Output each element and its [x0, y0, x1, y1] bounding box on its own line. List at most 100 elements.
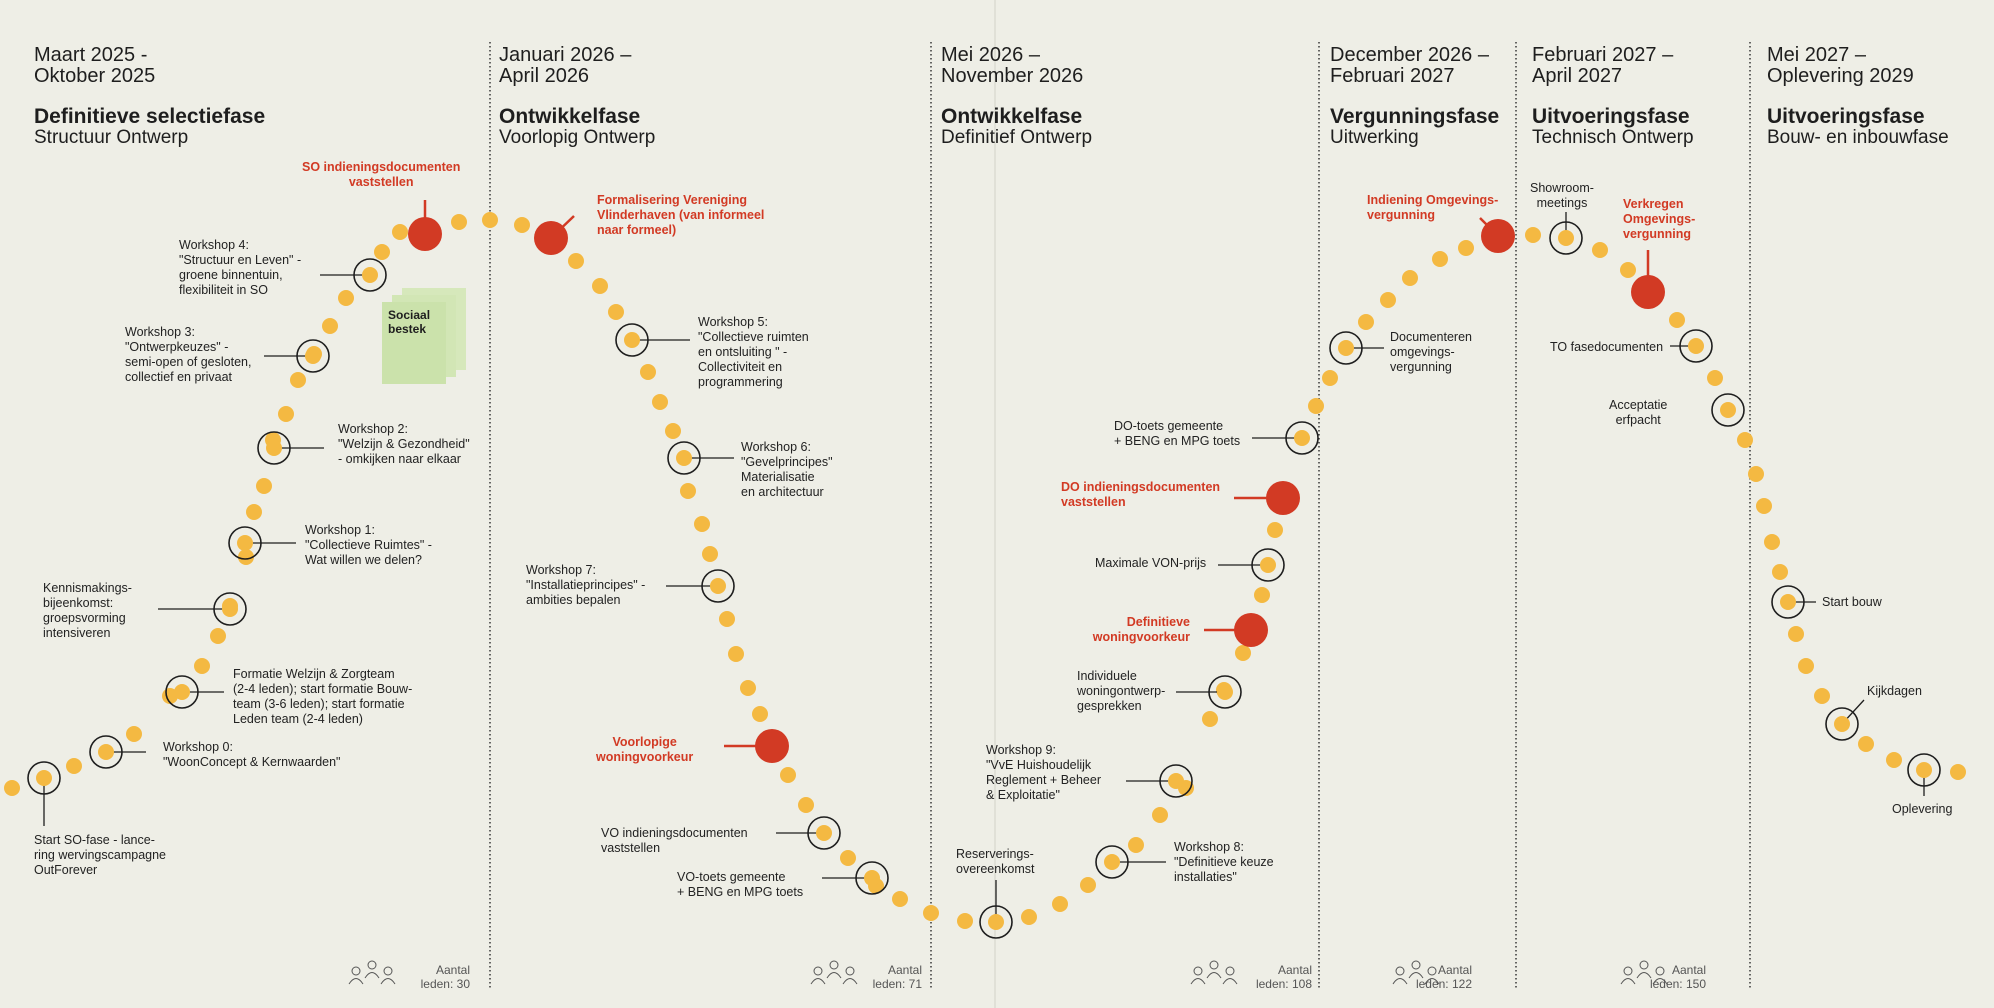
path-dot	[1886, 752, 1902, 768]
person-head	[351, 966, 361, 976]
phase-title: Definitieve selectiefase	[34, 105, 266, 128]
person-body	[1206, 972, 1222, 979]
path-dot	[1432, 251, 1448, 267]
milestone-dot	[1916, 762, 1932, 778]
label-formalisering: Formalisering Vereniging Vlinderhaven (v…	[597, 193, 765, 237]
label-workshop-5: Workshop 5: "Collectieve ruimten en onts…	[698, 315, 809, 389]
milestone-ring	[1208, 675, 1242, 709]
path-dot	[702, 546, 718, 562]
person-body	[1190, 978, 1206, 985]
label-kennismaking: Kennismakings- bijeenkomst: groepsvormin…	[43, 581, 132, 640]
milestone-ring	[1771, 585, 1805, 619]
path-dot	[1669, 312, 1685, 328]
label-acceptatie: Acceptatie erfpacht	[1609, 398, 1668, 427]
path-dot	[892, 891, 908, 907]
person-head	[1411, 960, 1421, 970]
milestone-dot	[624, 332, 640, 348]
person-body	[842, 978, 858, 985]
person-head	[813, 966, 823, 976]
person-body	[348, 978, 364, 985]
path-dot	[1756, 498, 1772, 514]
path-dot	[1764, 534, 1780, 550]
path-dot	[1128, 837, 1144, 853]
person-head	[845, 966, 855, 976]
member-count-5: Aantal leden: 150	[1649, 963, 1706, 991]
milestone-dot	[362, 267, 378, 283]
milestone-dot	[1558, 230, 1574, 246]
phase-header-3: Mei 2026 – November 2026 Ontwikkelfase D…	[941, 45, 1092, 148]
milestone-ring	[27, 761, 61, 795]
path-dot	[719, 611, 735, 627]
member-count-4: Aantal leden: 122	[1415, 963, 1472, 991]
phase-header-5: Februari 2027 – April 2027 Uitvoeringsfa…	[1532, 45, 1694, 148]
milestone-dot	[676, 450, 692, 466]
label-do-documenten: DO indieningsdocumenten vaststellen	[1061, 480, 1221, 509]
phase-title: Ontwikkelfase	[941, 105, 1083, 128]
path-dot	[1052, 896, 1068, 912]
path-dot	[1772, 564, 1788, 580]
milestone-ring	[1825, 707, 1859, 741]
milestone-dot	[36, 770, 52, 786]
milestone-ring	[701, 569, 735, 603]
path-dot	[374, 244, 390, 260]
person-body	[826, 972, 842, 979]
milestone-ring	[228, 526, 262, 560]
milestone-ring	[855, 861, 889, 895]
milestone-ring	[213, 592, 247, 626]
phase-subtitle: Uitwerking	[1330, 127, 1419, 148]
milestone-dot	[174, 684, 190, 700]
milestone-ring	[165, 675, 199, 709]
sociaal-bestek-note: Sociaal bestek	[382, 286, 470, 386]
milestone-dot	[222, 601, 238, 617]
label-vo-toets: VO-toets gemeente + BENG en MPG toets	[677, 870, 804, 899]
label-documenteren: Documenteren omgevings- vergunning	[1390, 330, 1472, 374]
milestone-dot	[710, 578, 726, 594]
path-dot	[1620, 262, 1636, 278]
milestone-dot	[1294, 430, 1310, 446]
milestone-ring	[1095, 845, 1129, 879]
path-dot	[238, 549, 254, 565]
member-count-1: Aantal leden: 30	[420, 963, 470, 991]
phase-header-4: December 2026 – Februari 2027 Vergunning…	[1330, 45, 1499, 148]
path-dot	[923, 905, 939, 921]
path-dot	[665, 423, 681, 439]
person-body	[1620, 978, 1636, 985]
path-dot	[752, 706, 768, 722]
path-dot	[1267, 522, 1283, 538]
label-to-documenten: TO fasedocumenten	[1550, 340, 1664, 354]
path-dot	[1380, 292, 1396, 308]
path-dot	[66, 758, 82, 774]
path-dot	[338, 290, 354, 306]
label-start-so: Start SO-fase - lance- ring wervingscamp…	[34, 833, 167, 877]
label-showroom: Showroom- meetings	[1530, 181, 1594, 210]
phase-subtitle: Technisch Ontwerp	[1532, 127, 1694, 148]
milestone-dot	[1260, 557, 1276, 573]
label-workshop-8: Workshop 8: "Definitieve keuze installat…	[1174, 840, 1274, 884]
path-dot	[1748, 466, 1764, 482]
key-milestone	[408, 217, 442, 251]
milestone-dot	[1217, 684, 1233, 700]
phase-title: Ontwikkelfase	[499, 105, 641, 128]
label-do-toets: DO-toets gemeente + BENG en MPG toets	[1114, 419, 1241, 448]
milestone-dot	[1688, 338, 1704, 354]
milestone-dot	[1104, 854, 1120, 870]
phase-header-2: Januari 2026 – April 2026 Ontwikkelfase …	[499, 45, 655, 148]
path-dot	[680, 483, 696, 499]
milestone-ring	[1549, 221, 1583, 255]
label-verkregen: Verkregen Omgevings- vergunning	[1623, 197, 1696, 241]
phase-subtitle: Definitief Ontwerp	[941, 127, 1093, 148]
path-dot	[1950, 764, 1966, 780]
label-workshop-2: Workshop 2: "Welzijn & Gezondheid" - omk…	[338, 422, 470, 466]
phase-title: Vergunningsfase	[1330, 105, 1500, 128]
label-formatie: Formatie Welzijn & Zorgteam (2-4 leden);…	[233, 667, 413, 726]
path-dot	[126, 726, 142, 742]
key-milestone	[1481, 219, 1515, 253]
phase-dates: Mei 2027 – Oplevering 2029	[1767, 44, 1914, 87]
milestone-ring	[807, 816, 841, 850]
person-body	[1222, 978, 1238, 985]
milestone-ring	[89, 735, 123, 769]
label-workshop-1: Workshop 1: "Collectieve Ruimtes" - Wat …	[305, 523, 432, 567]
person-head	[1209, 960, 1219, 970]
milestone-ring	[1711, 393, 1745, 427]
